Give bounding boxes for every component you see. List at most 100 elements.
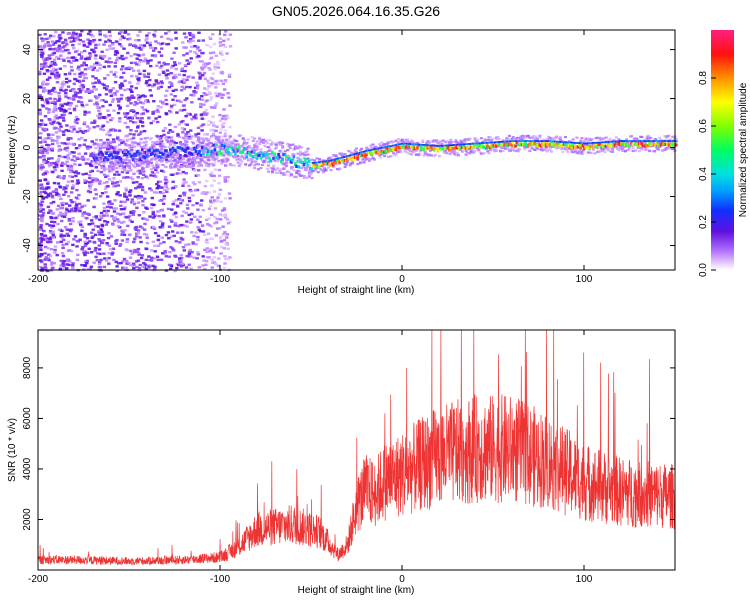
spectrogram-cell xyxy=(196,84,200,87)
spectrogram-cell xyxy=(120,155,124,158)
spectrogram-cell xyxy=(197,138,201,141)
spectrogram-cell xyxy=(66,138,70,141)
spectrogram-cell xyxy=(224,30,228,33)
spectrogram-cell xyxy=(185,225,189,228)
spectrogram-cell xyxy=(113,216,117,219)
spectrogram-cell xyxy=(196,238,200,242)
spectrogram-cell xyxy=(62,83,66,86)
spectrogram-cell xyxy=(111,167,115,170)
spectrogram-cell xyxy=(97,109,101,112)
spectrogram-cell xyxy=(94,77,98,80)
spectrogram-cell xyxy=(511,141,515,145)
spectrogram-cell xyxy=(151,85,155,88)
spectrogram-cell xyxy=(104,158,108,161)
spectrogram-cell xyxy=(189,129,193,132)
spectrogram-cell xyxy=(137,144,141,147)
spectrogram-cell xyxy=(119,261,123,265)
spectrogram-cell xyxy=(225,149,228,153)
spectrogram-cell xyxy=(57,44,62,47)
spectrogram-cell xyxy=(205,238,209,241)
spectrogram-cell xyxy=(63,163,67,166)
spectrogram-cell xyxy=(156,166,160,169)
spectrogram-cell xyxy=(297,165,301,169)
spectrogram-cell xyxy=(115,160,119,163)
spectrogram-cell xyxy=(138,172,142,175)
spectrogram-cell xyxy=(147,255,151,258)
spectrogram-cell xyxy=(209,248,213,251)
spectrogram-cell xyxy=(194,149,198,153)
spectrogram-cell xyxy=(293,162,297,166)
spectrogram-cell xyxy=(578,152,581,155)
spectrogram-cell xyxy=(136,229,141,232)
spectrogram-cell xyxy=(305,167,309,170)
spectrogram-cell xyxy=(226,222,231,225)
spectrogram-cell xyxy=(217,181,221,185)
spectrogram-cell xyxy=(627,147,631,150)
spectrogram-cell xyxy=(97,81,102,84)
spectrogram-cell xyxy=(151,240,155,243)
spectrogram-cell xyxy=(155,171,160,174)
spectrogram-cell xyxy=(200,117,204,120)
spectrogram-cell xyxy=(168,143,173,146)
spectrogram-cell xyxy=(208,92,212,96)
spectrogram-cell xyxy=(43,234,48,237)
spectrogram-cell xyxy=(213,261,217,264)
spectrogram-cell xyxy=(123,115,128,118)
spectrogram-cell xyxy=(38,192,42,196)
spectrogram-cell xyxy=(106,185,110,188)
spectrogram-cell xyxy=(174,199,178,202)
spectrogram-cell xyxy=(54,131,59,134)
spectrogram-cell xyxy=(161,159,165,162)
spectrogram-cell xyxy=(571,151,575,154)
spectrogram-cell xyxy=(65,103,70,106)
spectrogram-cell xyxy=(287,170,291,173)
spectrogram-cell xyxy=(178,146,181,150)
spectrogram-cell xyxy=(631,146,635,150)
spectrogram-cell xyxy=(92,142,96,145)
spectrogram-cell xyxy=(349,152,353,155)
spectrogram-cell xyxy=(155,191,159,194)
spectrogram-cell xyxy=(128,194,132,197)
spectrogram-cell xyxy=(88,30,92,33)
spectrogram-cell xyxy=(87,212,91,216)
spectrogram-cell xyxy=(43,266,47,269)
spectrogram-cell xyxy=(561,147,565,150)
spectrogram-cell xyxy=(138,141,142,144)
spectrogram-cell xyxy=(80,263,84,267)
spectrogram-cell xyxy=(43,127,48,131)
spectrogram-cell xyxy=(80,30,84,33)
spectrogram-cell xyxy=(178,241,182,244)
spectrogram-cell xyxy=(640,146,644,149)
spectrogram-cell xyxy=(69,208,74,211)
spectrogram-cell xyxy=(117,173,121,176)
spectrogram-cell xyxy=(119,204,123,207)
spectrogram-cell xyxy=(544,145,548,149)
spectrogram-cell xyxy=(207,162,211,166)
spectrogram-cell xyxy=(183,143,187,146)
spectrogram-cell xyxy=(88,181,92,184)
spectrogram-cell xyxy=(97,43,101,46)
spectrogram-cell xyxy=(92,126,96,129)
spectrogram-cell xyxy=(47,54,51,57)
spectrogram-cell xyxy=(71,186,75,189)
spectrogram-cell xyxy=(86,199,90,202)
spectrogram-cell xyxy=(542,141,545,145)
spectrogram-cell xyxy=(265,142,269,145)
spectrogram-cell xyxy=(227,141,231,144)
spectrogram-cell xyxy=(625,138,629,141)
spectrogram-cell xyxy=(73,163,77,166)
spectrogram-cell xyxy=(330,161,334,165)
spectrogram-cell xyxy=(177,198,181,201)
spectrogram-cell xyxy=(60,164,64,167)
spectrogram-cell xyxy=(113,148,116,151)
spectrogram-cell xyxy=(136,197,140,200)
spectrogram-cell xyxy=(47,144,51,147)
spectrogram-cell xyxy=(132,121,136,124)
spectrogram-cell xyxy=(223,80,227,84)
spectrogram-cell xyxy=(239,134,243,137)
spectrogram-cell xyxy=(57,149,61,152)
spectrogram-cell xyxy=(208,51,213,55)
spectrogram-cell xyxy=(207,81,211,85)
spectrogram-cell xyxy=(84,162,88,165)
spectrogram-cell xyxy=(66,240,71,244)
